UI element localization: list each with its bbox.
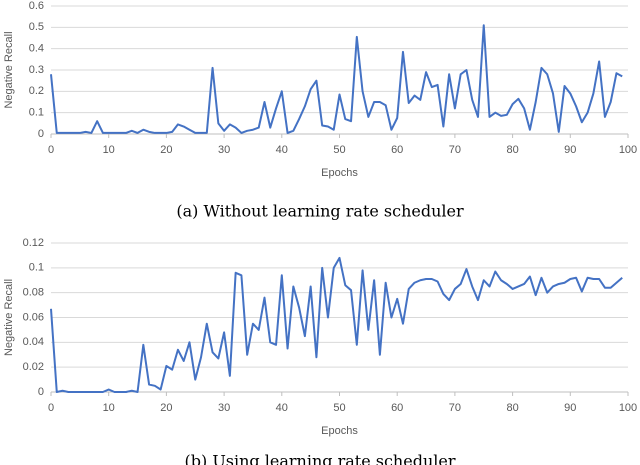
x-tick-label: 50 — [333, 144, 345, 156]
caption: (a) Without learning rate scheduler — [176, 202, 464, 221]
x-tick-label: 0 — [48, 144, 54, 156]
data-line — [50, 256, 623, 393]
y-tick-label: 0.3 — [29, 64, 44, 76]
x-tick-label: 70 — [449, 402, 461, 414]
x-tick-label: 70 — [449, 144, 461, 156]
x-tick-label: 60 — [391, 402, 403, 414]
y-tick-label: 0.2 — [29, 85, 44, 97]
y-tick-label: 0.04 — [23, 336, 44, 348]
x-tick-label: 100 — [619, 402, 637, 414]
x-axis-label: Epochs — [321, 425, 358, 437]
y-tick-label: 0.6 — [29, 0, 44, 12]
x-tick-label: 20 — [160, 144, 172, 156]
y-axis-label: Negative Recall — [3, 279, 15, 356]
x-tick-label: 0 — [48, 402, 54, 414]
y-tick-label: 0.1 — [29, 262, 44, 274]
x-tick-label: 30 — [218, 402, 230, 414]
x-tick-label: 20 — [160, 402, 172, 414]
y-tick-label: 0.4 — [29, 43, 44, 55]
x-tick-label: 80 — [506, 402, 518, 414]
y-tick-label: 0.08 — [23, 287, 44, 299]
caption: (b) Using learning rate scheduler — [185, 452, 456, 465]
x-tick-label: 80 — [506, 144, 518, 156]
y-tick-label: 0.12 — [23, 237, 44, 249]
x-tick-label: 40 — [276, 402, 288, 414]
x-tick-label: 30 — [218, 144, 230, 156]
x-tick-label: 60 — [391, 144, 403, 156]
data-line — [50, 24, 623, 134]
x-tick-label: 10 — [103, 402, 115, 414]
x-tick-label: 40 — [276, 144, 288, 156]
x-tick-label: 100 — [619, 144, 637, 156]
x-tick-label: 10 — [103, 144, 115, 156]
x-axis-label: Epochs — [321, 167, 358, 179]
y-tick-label: 0.1 — [29, 107, 44, 119]
y-tick-label: 0.5 — [29, 21, 44, 33]
y-tick-label: 0.02 — [23, 361, 44, 373]
y-tick-label: 0.06 — [23, 311, 44, 323]
y-tick-label: 0 — [38, 386, 44, 398]
y-axis-label: Negative Recall — [3, 31, 15, 108]
x-tick-label: 50 — [333, 402, 345, 414]
x-tick-label: 90 — [564, 144, 576, 156]
y-tick-label: 0 — [38, 128, 44, 140]
x-tick-label: 90 — [564, 402, 576, 414]
